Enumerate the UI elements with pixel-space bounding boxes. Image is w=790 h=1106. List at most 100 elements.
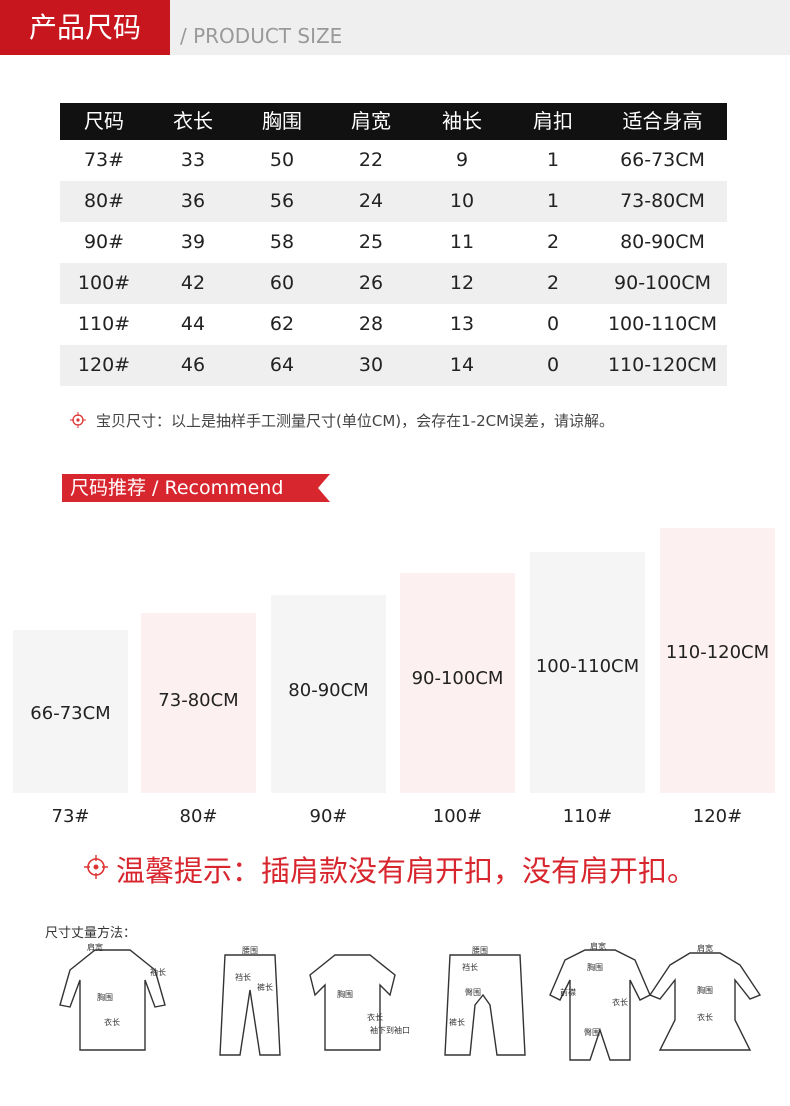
table-cell: 58 [269,231,295,253]
column-header: 袖长 [442,109,482,133]
measure-label: 胸围 [697,985,713,995]
table-cell: 90# [83,231,125,253]
tip: 温馨提示：插肩款没有肩开扣，没有肩开扣。 [116,854,697,888]
note: 宝贝尺寸：以上是抽样手工测量尺寸(单位CM)，会存在1-2CM误差，请谅解。 [96,412,615,430]
table-cell: 73-80CM [620,190,705,212]
table-cell: 2 [546,272,560,294]
measure-label: 袖下到袖口 [370,1025,410,1035]
table-cell: 64 [269,354,295,376]
table-cell: 110# [77,313,131,335]
table-cell: 22 [358,149,384,171]
column-header: 胸围 [262,109,302,133]
table-cell: 73# [83,149,125,171]
table-cell: 39 [180,231,206,253]
size-box [530,552,645,793]
table-cell: 11 [449,231,475,253]
table-cell: 26 [358,272,384,294]
garment-outline [648,952,762,1051]
measure-label: 衣长 [612,997,628,1007]
garment-outline [59,949,166,1051]
table-cell: 100# [77,272,131,294]
size-label: 73# [51,806,90,827]
table-cell: 110-120CM [607,354,718,376]
table-cell: 25 [358,231,384,253]
table-cell: 50 [269,149,295,171]
column-header: 衣长 [173,109,213,133]
table-cell: 12 [449,272,475,294]
measure-label: 裆长 [235,972,251,982]
table-cell: 120# [77,354,131,376]
size-box [13,630,128,793]
column-header: 尺码 [84,109,124,133]
table-cell: 13 [449,313,475,335]
size-label: 110# [562,806,613,827]
garment-outline [444,954,526,1056]
table-cell: 62 [269,313,295,335]
size-box [141,613,256,793]
measure-label: 前襟 [560,987,576,997]
measure-label: 袖长 [150,967,166,977]
size-label: 100# [432,806,483,827]
measure-label: 臀围 [584,1028,600,1037]
table-cell: 30 [358,354,384,376]
table-cell: 36 [180,190,206,212]
size-table: 尺码 衣长 胸围 肩宽 袖长 肩扣 适合身高 73# 33 50 22 9 1 66-73CM 80# 36 5… [60,103,727,386]
size-box [400,573,515,793]
size-label: 90# [309,806,348,827]
measure-label: 腰围 [472,946,488,955]
table-cell: 10 [449,190,475,212]
column-header: 肩宽 [351,109,391,133]
recommend-title: 尺码推荐 / Recommend [70,477,284,499]
table-cell: 1 [546,190,560,212]
measure-label: 裤长 [257,982,273,992]
garment-outline [549,949,651,1061]
table-cell: 66-73CM [620,149,705,171]
header-title: 产品尺码 [0,0,170,55]
size-label: 120# [692,806,743,827]
measure-label: 衣长 [104,1017,120,1027]
measure-label: 胸围 [97,992,113,1002]
size-label: 80# [179,806,218,827]
table-cell: 0 [546,313,560,335]
garment-outline [309,954,396,1051]
table-cell: 9 [455,149,469,171]
table-cell: 100-110CM [607,313,718,335]
measure-label: 衣长 [367,1012,383,1022]
table-cell: 42 [180,272,206,294]
measure-label: 胸围 [587,962,603,972]
measure-label: 衣长 [697,1012,713,1022]
column-header: 肩扣 [533,109,573,133]
table-cell: 14 [449,354,475,376]
target-icon [70,412,86,428]
height-label: 80-90CM [288,680,369,701]
height-label: 73-80CM [158,690,239,711]
measure-label: 臀围 [465,988,481,997]
height-label: 66-73CM [30,703,111,724]
table-cell: 2 [546,231,560,253]
recommend-tag [62,474,330,502]
measure-title: 尺寸丈量方法： [45,926,137,941]
table-cell: 60 [269,272,295,294]
column-header: 适合身高 [622,109,703,133]
height-label: 110-120CM [665,642,770,663]
garment-outline [219,954,281,1056]
measure-label: 腰围 [242,946,258,955]
table-cell: 90-100CM [614,272,711,294]
table-cell: 1 [546,149,560,171]
table-cell: 80# [83,190,125,212]
size-box [660,528,775,793]
table-cell: 56 [269,190,295,212]
measure-figures: 肩宽袖长胸围衣长腰围裤长裆长胸围衣长袖下到袖口腰围裆长臀围裤长肩宽胸围衣长前襟臀… [59,941,762,1061]
table-cell: 80-90CM [620,231,705,253]
row-bg [60,263,727,304]
height-label: 100-110CM [535,656,640,677]
measure-label: 裆长 [462,962,478,972]
height-label: 90-100CM [411,668,504,689]
row-bg [60,181,727,222]
